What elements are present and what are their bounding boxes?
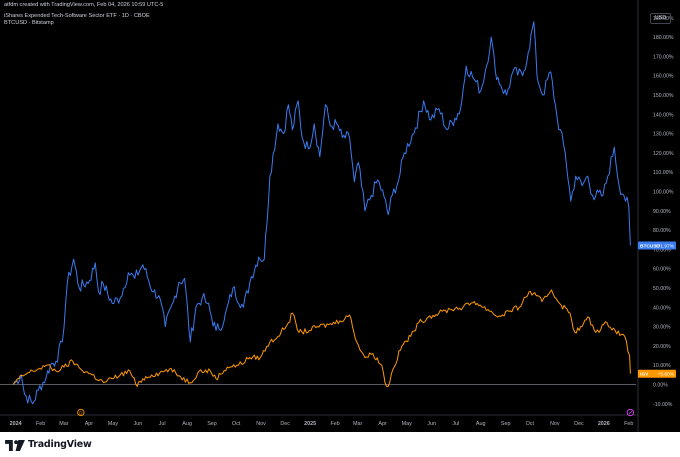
x-tick-label: Jun [134, 421, 143, 427]
series-line-igv[interactable] [12, 289, 631, 387]
chart[interactable]: -10.00% 0.00% 10.00% 20.00% 30.00% 40.00% 50.0… [0, 0, 680, 432]
price-axis[interactable] [638, 0, 680, 432]
y-tick-label: 20.00% [653, 344, 671, 350]
tradingview-brand: TradingView [28, 439, 92, 450]
x-tick-label: Jul [452, 421, 459, 427]
x-tick-label: May [108, 421, 118, 427]
y-tick-label: 30.00% [653, 325, 671, 331]
y-tick-label: 40.00% [653, 305, 671, 311]
earnings-marker-glyph [628, 410, 633, 415]
last-value-badge [638, 241, 676, 250]
x-tick-label: Jul [159, 421, 166, 427]
x-tick-label: Oct [526, 421, 535, 427]
y-tick-label: 120.00% [653, 151, 674, 157]
x-tick-label: 2024 [10, 421, 22, 427]
series-1-title[interactable]: iShares Expended Tech-Software Sector ET… [4, 13, 150, 19]
dividend-marker-glyph: D [79, 410, 83, 415]
y-tick-label: 130.00% [653, 132, 674, 138]
y-tick-label: 190.00% [653, 16, 674, 22]
footer: TradingView [0, 432, 680, 457]
earnings-marker-icon[interactable] [626, 408, 635, 417]
last-value-label: +71.97% [655, 244, 675, 250]
x-tick-label: Jun [427, 421, 436, 427]
y-tick-label: 70.00% [653, 247, 671, 253]
x-tick-label: Dec [574, 421, 584, 427]
series-line-btcusd[interactable] [12, 21, 631, 405]
x-tick-label: Feb [36, 421, 45, 427]
last-value-badge [638, 369, 676, 378]
dividend-marker-icon[interactable] [77, 408, 85, 417]
x-tick-label: May [402, 421, 412, 427]
x-tick-label: Apr [85, 421, 94, 427]
y-tick-label: 100.00% [653, 190, 674, 196]
last-value-label: +5.60% [658, 372, 675, 378]
x-tick-label: Mar [353, 421, 362, 427]
y-tick-label: 80.00% [653, 228, 671, 234]
x-tick-label: Feb [330, 421, 339, 427]
x-tick-label: Aug [476, 421, 486, 427]
x-tick-label: Nov [550, 421, 560, 427]
y-tick-label: 90.00% [653, 209, 671, 215]
x-tick-label: Sep [207, 421, 217, 427]
y-tick-label: -10.00% [653, 402, 673, 408]
currency-button[interactable]: USD [650, 13, 671, 24]
series-2-title[interactable]: BTCUSD · Bitstamp [4, 20, 54, 26]
x-tick-label: 2026 [598, 421, 610, 427]
x-tick-label: Mar [59, 421, 68, 427]
y-tick-label: 150.00% [653, 93, 674, 99]
tradingview-logo-icon [5, 440, 25, 451]
y-tick-label: 110.00% [653, 170, 673, 176]
y-tick-label: 160.00% [653, 74, 674, 80]
chart-credit: atfdm created with TradingView.com, Feb … [4, 2, 164, 8]
x-tick-label: Feb [624, 421, 633, 427]
x-tick-label: Apr [378, 421, 387, 427]
x-tick-label: Oct [232, 421, 241, 427]
y-tick-label: 140.00% [653, 112, 674, 118]
y-tick-label: 60.00% [653, 267, 671, 273]
y-tick-label: 50.00% [653, 286, 671, 292]
chart-frame: -10.00% 0.00% 10.00% 20.00% 30.00% 40.00% 50.0… [0, 0, 680, 432]
x-tick-label: Dec [280, 421, 290, 427]
last-value-series-name: BTCUSD [640, 244, 661, 250]
y-tick-label: 0.00% [653, 383, 668, 389]
x-tick-label: Nov [256, 421, 266, 427]
y-tick-label: 170.00% [653, 54, 674, 60]
y-tick-label: 10.00% [653, 363, 671, 369]
last-value-series-name: IGV [640, 372, 649, 378]
x-tick-label: Sep [501, 421, 511, 427]
y-tick-label: 180.00% [653, 35, 674, 41]
x-tick-label: 2025 [304, 421, 316, 427]
x-tick-label: Aug [182, 421, 192, 427]
